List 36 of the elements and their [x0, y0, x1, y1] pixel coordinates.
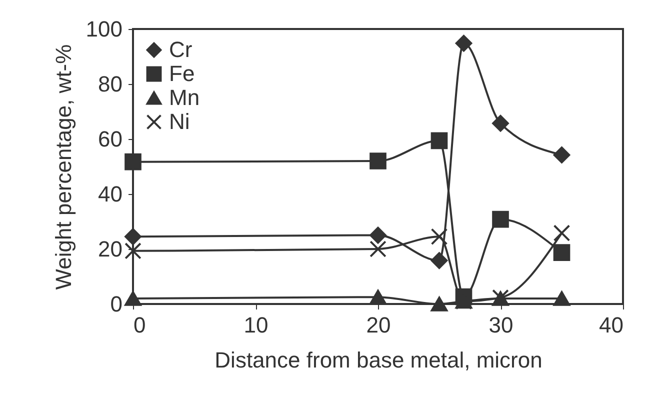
point — [492, 210, 509, 228]
y-tick-label: 80 — [98, 72, 122, 96]
point — [370, 240, 386, 258]
point — [430, 132, 448, 150]
point — [455, 34, 472, 52]
point — [430, 296, 448, 312]
y-tick-label: 40 — [98, 182, 122, 206]
y-tick-label: 100 — [86, 16, 122, 42]
y-tick-label: 0 — [110, 292, 122, 316]
legend-label: Cr — [169, 37, 192, 62]
legend-label: Mn — [169, 85, 200, 110]
x-tick-label: 0 — [134, 312, 146, 338]
point — [553, 146, 570, 164]
x-tick-label: 10 — [244, 312, 268, 338]
x-tick-label: 40 — [599, 312, 624, 338]
y-tick-label: 60 — [98, 126, 122, 152]
point — [124, 291, 142, 306]
point — [370, 152, 386, 170]
point — [553, 224, 570, 242]
point — [492, 114, 509, 132]
legend-label: Fe — [169, 61, 195, 86]
point — [553, 291, 570, 306]
x-tick-label: 30 — [488, 312, 514, 338]
point — [124, 228, 142, 246]
x-axis-title: Distance from base metal, micron — [214, 348, 542, 372]
point — [553, 244, 570, 261]
x-tick-label: 20 — [366, 312, 391, 338]
point — [370, 226, 386, 244]
y-tick-label: 20 — [98, 236, 122, 262]
legend-label: Ni — [169, 109, 190, 134]
point — [124, 153, 142, 170]
point — [430, 228, 448, 246]
point — [124, 242, 142, 260]
y-axis-title: Weight percentage, wt-% — [50, 44, 76, 290]
point — [430, 252, 448, 269]
point — [370, 290, 386, 305]
